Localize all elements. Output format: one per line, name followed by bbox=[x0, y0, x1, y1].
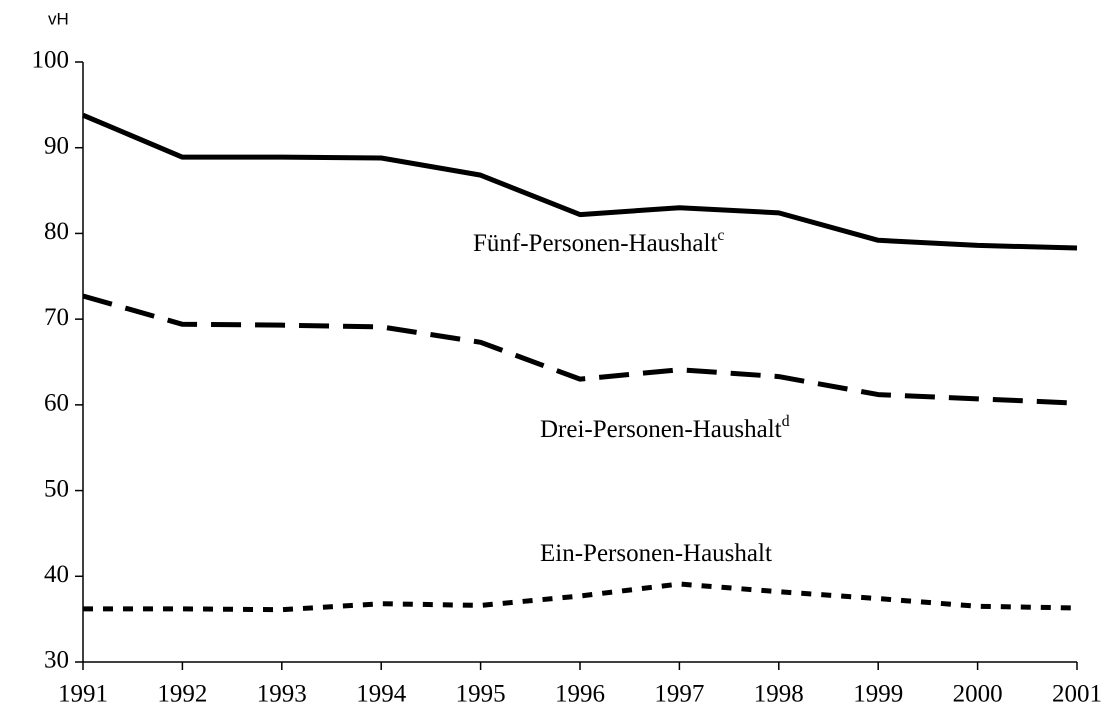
y-tick-label: 50 bbox=[44, 475, 69, 502]
x-tick-label: 1993 bbox=[257, 681, 307, 708]
x-tick-label: 1991 bbox=[58, 681, 108, 708]
y-tick-label: 70 bbox=[44, 304, 69, 331]
series-line bbox=[82, 293, 1078, 406]
y-tick-label: 90 bbox=[44, 132, 69, 159]
y-tick-label: 30 bbox=[44, 647, 69, 674]
x-tick-label: 1999 bbox=[853, 681, 903, 708]
series-label: Drei-Personen-Haushaltd bbox=[540, 413, 790, 443]
x-tick-label: 1998 bbox=[754, 681, 804, 708]
series-line bbox=[83, 581, 1078, 613]
series-name: Fünf-Personen-Haushalt bbox=[473, 230, 717, 257]
x-tick-label: 2001 bbox=[1052, 681, 1102, 708]
y-axis-label: vH bbox=[48, 9, 69, 28]
y-tick-label: 100 bbox=[32, 47, 70, 74]
y-tick-label: 60 bbox=[44, 390, 69, 417]
x-tick-label: 1995 bbox=[456, 681, 506, 708]
series-footnote: c bbox=[717, 227, 724, 244]
series-label: Ein-Personen-Haushalt bbox=[540, 540, 772, 567]
series-name: Drei-Personen-Haushalt bbox=[540, 416, 782, 443]
x-tick-label: 1996 bbox=[555, 681, 605, 708]
x-tick-label: 1992 bbox=[157, 681, 207, 708]
x-tick-label: 1994 bbox=[356, 681, 407, 708]
x-tick-label: 2000 bbox=[953, 681, 1003, 708]
y-tick-label: 80 bbox=[44, 218, 69, 245]
series-name: Ein-Personen-Haushalt bbox=[540, 540, 772, 567]
series-label: Fünf-Personen-Haushaltc bbox=[473, 227, 725, 257]
series-line bbox=[82, 112, 1078, 251]
y-tick-label: 40 bbox=[44, 561, 69, 588]
x-tick-label: 1997 bbox=[654, 681, 704, 708]
series-footnote: d bbox=[782, 413, 790, 430]
